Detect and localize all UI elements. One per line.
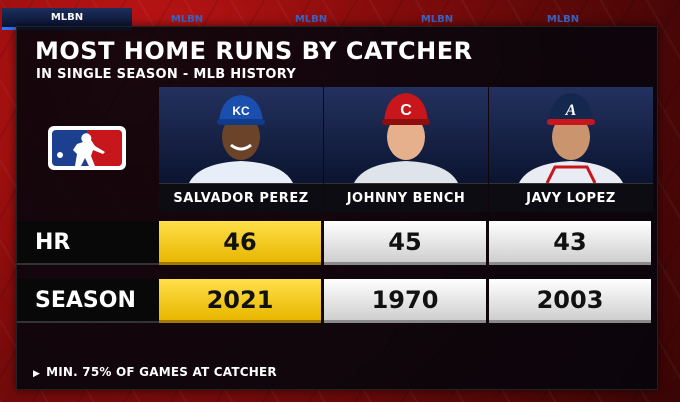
player-card-perez: KC SALVADOR PEREZ [159,87,323,212]
play-arrow-icon: ▶ [33,369,41,379]
stat-cell-bench-season: 1970 [324,279,486,323]
svg-text:A: A [565,102,577,119]
player-photo: C [324,87,488,183]
stat-row-hr: HR 46 45 43 [17,221,657,265]
row-label-season: SEASON [17,279,159,323]
stat-cell-perez-hr: 46 [159,221,321,265]
player-card-bench: C JOHNNY BENCH [324,87,488,212]
player-name: JOHNNY BENCH [324,183,488,212]
tab-mlbn-3[interactable]: MLBN [294,13,328,25]
footnote-text: MIN. 75% OF GAMES AT CATCHER [46,365,277,379]
page-subtitle: IN SINGLE SEASON - MLB HISTORY [36,67,297,82]
stat-cell-perez-season: 2021 [159,279,321,323]
stat-cell-lopez-season: 2003 [489,279,651,323]
tab-mlbn-4[interactable]: MLBN [420,13,454,25]
player-name: SALVADOR PEREZ [159,183,323,212]
stat-cell-bench-hr: 45 [324,221,486,265]
tab-mlbn-2[interactable]: MLBN [170,13,204,25]
player-photo: A [489,87,653,184]
stat-cell-lopez-hr: 43 [489,221,651,265]
player-card-lopez: A JAVY LOPEZ [489,87,653,212]
cap-icon [549,93,593,122]
player-photo: KC [159,87,323,183]
cap-icon [219,95,263,122]
svg-text:KC: KC [232,104,250,118]
footnote: ▶ MIN. 75% OF GAMES AT CATCHER [33,365,277,379]
player-name: JAVY LOPEZ [489,183,653,212]
row-label-hr: HR [17,221,159,265]
page-title: MOST HOME RUNS BY CATCHER [35,37,473,65]
tab-mlbn-5[interactable]: MLBN [546,13,580,25]
svg-text:C: C [400,102,412,119]
graphic-panel: MOST HOME RUNS BY CATCHER IN SINGLE SEAS… [16,26,658,390]
network-tab-bar: MLBN MLBN MLBN MLBN MLBN [0,8,680,30]
mlb-logo-icon [47,124,127,172]
stat-row-season: SEASON 2021 1970 2003 [17,279,657,323]
cap-icon [384,93,428,122]
